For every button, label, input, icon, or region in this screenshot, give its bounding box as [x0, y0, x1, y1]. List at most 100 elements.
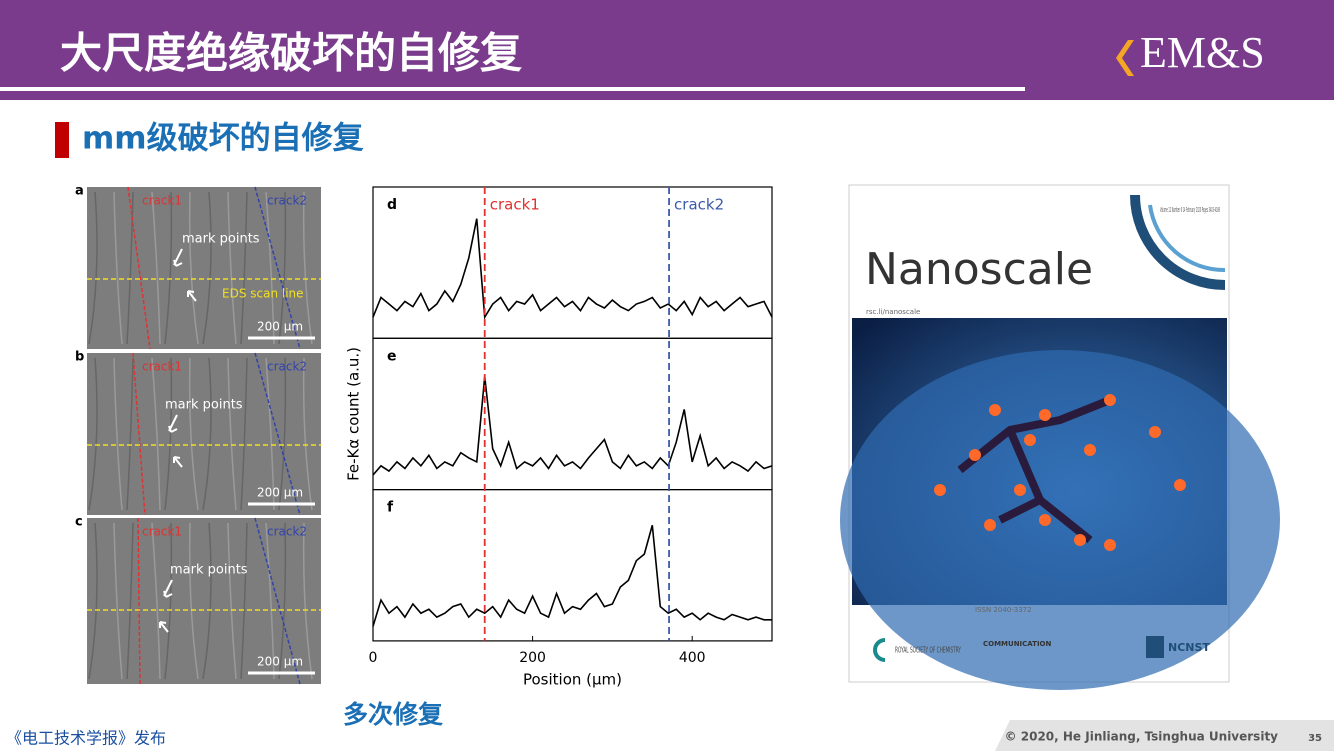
crack2-line	[254, 517, 301, 685]
footer-copyright: © 2020, He Jinliang, Tsinghua University	[1005, 730, 1279, 744]
panel-label: e	[387, 348, 397, 364]
rsc-logo	[873, 638, 886, 662]
cover-dots	[934, 394, 1186, 551]
scale-label: 200 μm	[257, 320, 303, 334]
series-line	[372, 376, 773, 476]
texture	[240, 357, 248, 511]
header-line	[0, 87, 1025, 91]
subtitle-bar	[55, 122, 69, 158]
texture	[278, 357, 287, 511]
image-label: b	[75, 350, 84, 365]
sem-image	[87, 187, 321, 349]
arrow	[159, 621, 169, 633]
x-tick-label: 200	[519, 650, 546, 666]
cover-arc	[1148, 204, 1226, 273]
cover-url: rsc.li/nanoscale	[866, 308, 920, 316]
caption: 多次修复	[343, 700, 444, 729]
mark-points-label: mark points	[182, 232, 260, 247]
texture	[188, 191, 199, 345]
texture	[265, 522, 275, 680]
texture	[126, 522, 134, 680]
crack1-label: crack1	[142, 525, 182, 539]
texture	[113, 191, 123, 345]
x-axis-label: Position (μm)	[523, 670, 622, 688]
texture	[227, 191, 237, 345]
texture	[227, 357, 237, 511]
series-line	[372, 525, 772, 627]
cover-title: Nanoscale	[865, 244, 1093, 295]
texture	[126, 191, 134, 345]
cover-issue: Volume 12 Number 6 14 February 2020 Page…	[1160, 206, 1220, 214]
crack1-label: crack1	[142, 360, 182, 374]
chart: d e f crack1 crack2 0 200 400 Position (μm) Fe-Kα…	[345, 186, 773, 688]
scale-label: 200 μm	[257, 486, 303, 500]
mark-points-label: mark points	[165, 398, 243, 413]
texture	[113, 357, 123, 511]
x-tick-label: 400	[679, 650, 706, 666]
arrow	[163, 579, 173, 598]
crack2-label: crack2	[267, 194, 307, 208]
arrow	[173, 456, 183, 468]
texture	[302, 357, 313, 511]
texture	[188, 357, 199, 511]
cover-issn: ISSN 2040-3372	[975, 606, 1032, 614]
texture	[265, 191, 275, 345]
scale-label: 200 μm	[257, 655, 303, 669]
crack2-line	[254, 186, 301, 350]
annotation-label: crack1	[490, 196, 540, 214]
page-number: 35	[1308, 733, 1322, 744]
texture	[227, 522, 237, 680]
texture	[126, 357, 134, 511]
annotation-label: crack2	[674, 196, 724, 214]
sem-image	[87, 353, 321, 515]
footer-band	[995, 720, 1334, 751]
texture	[151, 522, 161, 680]
journal-cover: Volume 12 Number 6 14 February 2020 Page…	[840, 184, 1280, 690]
crack2-line	[254, 352, 301, 516]
arrow	[173, 248, 183, 267]
texture	[88, 357, 98, 511]
sem-images: a crack1 crack2 mark points EDS scan line 200…	[75, 184, 321, 685]
crack1-line	[137, 517, 141, 685]
texture	[240, 191, 248, 345]
texture	[164, 357, 173, 511]
texture	[202, 357, 212, 511]
header-band	[0, 0, 1334, 100]
cover-type: COMMUNICATION	[983, 640, 1052, 648]
texture	[113, 522, 123, 680]
crack2-label: crack2	[267, 360, 307, 374]
image-label: a	[75, 184, 84, 199]
cover-crack	[957, 396, 1112, 544]
panel-label: d	[387, 197, 397, 213]
source: 《电工技术学报》发布	[6, 729, 166, 748]
x-tick-label: 0	[369, 650, 378, 666]
texture	[164, 191, 173, 345]
texture	[265, 357, 275, 511]
y-axis-label: Fe-Kα count (a.u.)	[345, 347, 363, 481]
texture	[278, 191, 287, 345]
texture	[302, 522, 313, 680]
texture	[151, 191, 161, 345]
logo: EM&S	[1140, 28, 1265, 77]
cover-arc	[1130, 194, 1226, 290]
image-label: c	[75, 515, 83, 530]
texture	[88, 191, 98, 345]
cover-ncnst: NCNST	[1168, 641, 1210, 654]
arrow	[187, 290, 197, 302]
arrow	[168, 414, 178, 433]
texture	[302, 191, 313, 345]
panel-label: f	[387, 500, 394, 516]
crack2-label: crack2	[267, 525, 307, 539]
texture	[88, 522, 98, 680]
texture	[151, 357, 161, 511]
ncnst-logo	[1146, 636, 1164, 658]
series-line	[372, 218, 773, 320]
scan-label: EDS scan line	[222, 287, 304, 301]
subtitle: mm级破坏的自修复	[82, 121, 364, 157]
texture	[188, 522, 199, 680]
texture	[278, 522, 287, 680]
texture	[240, 522, 248, 680]
sem-image	[87, 518, 321, 684]
title: 大尺度绝缘破坏的自修复	[60, 29, 522, 78]
